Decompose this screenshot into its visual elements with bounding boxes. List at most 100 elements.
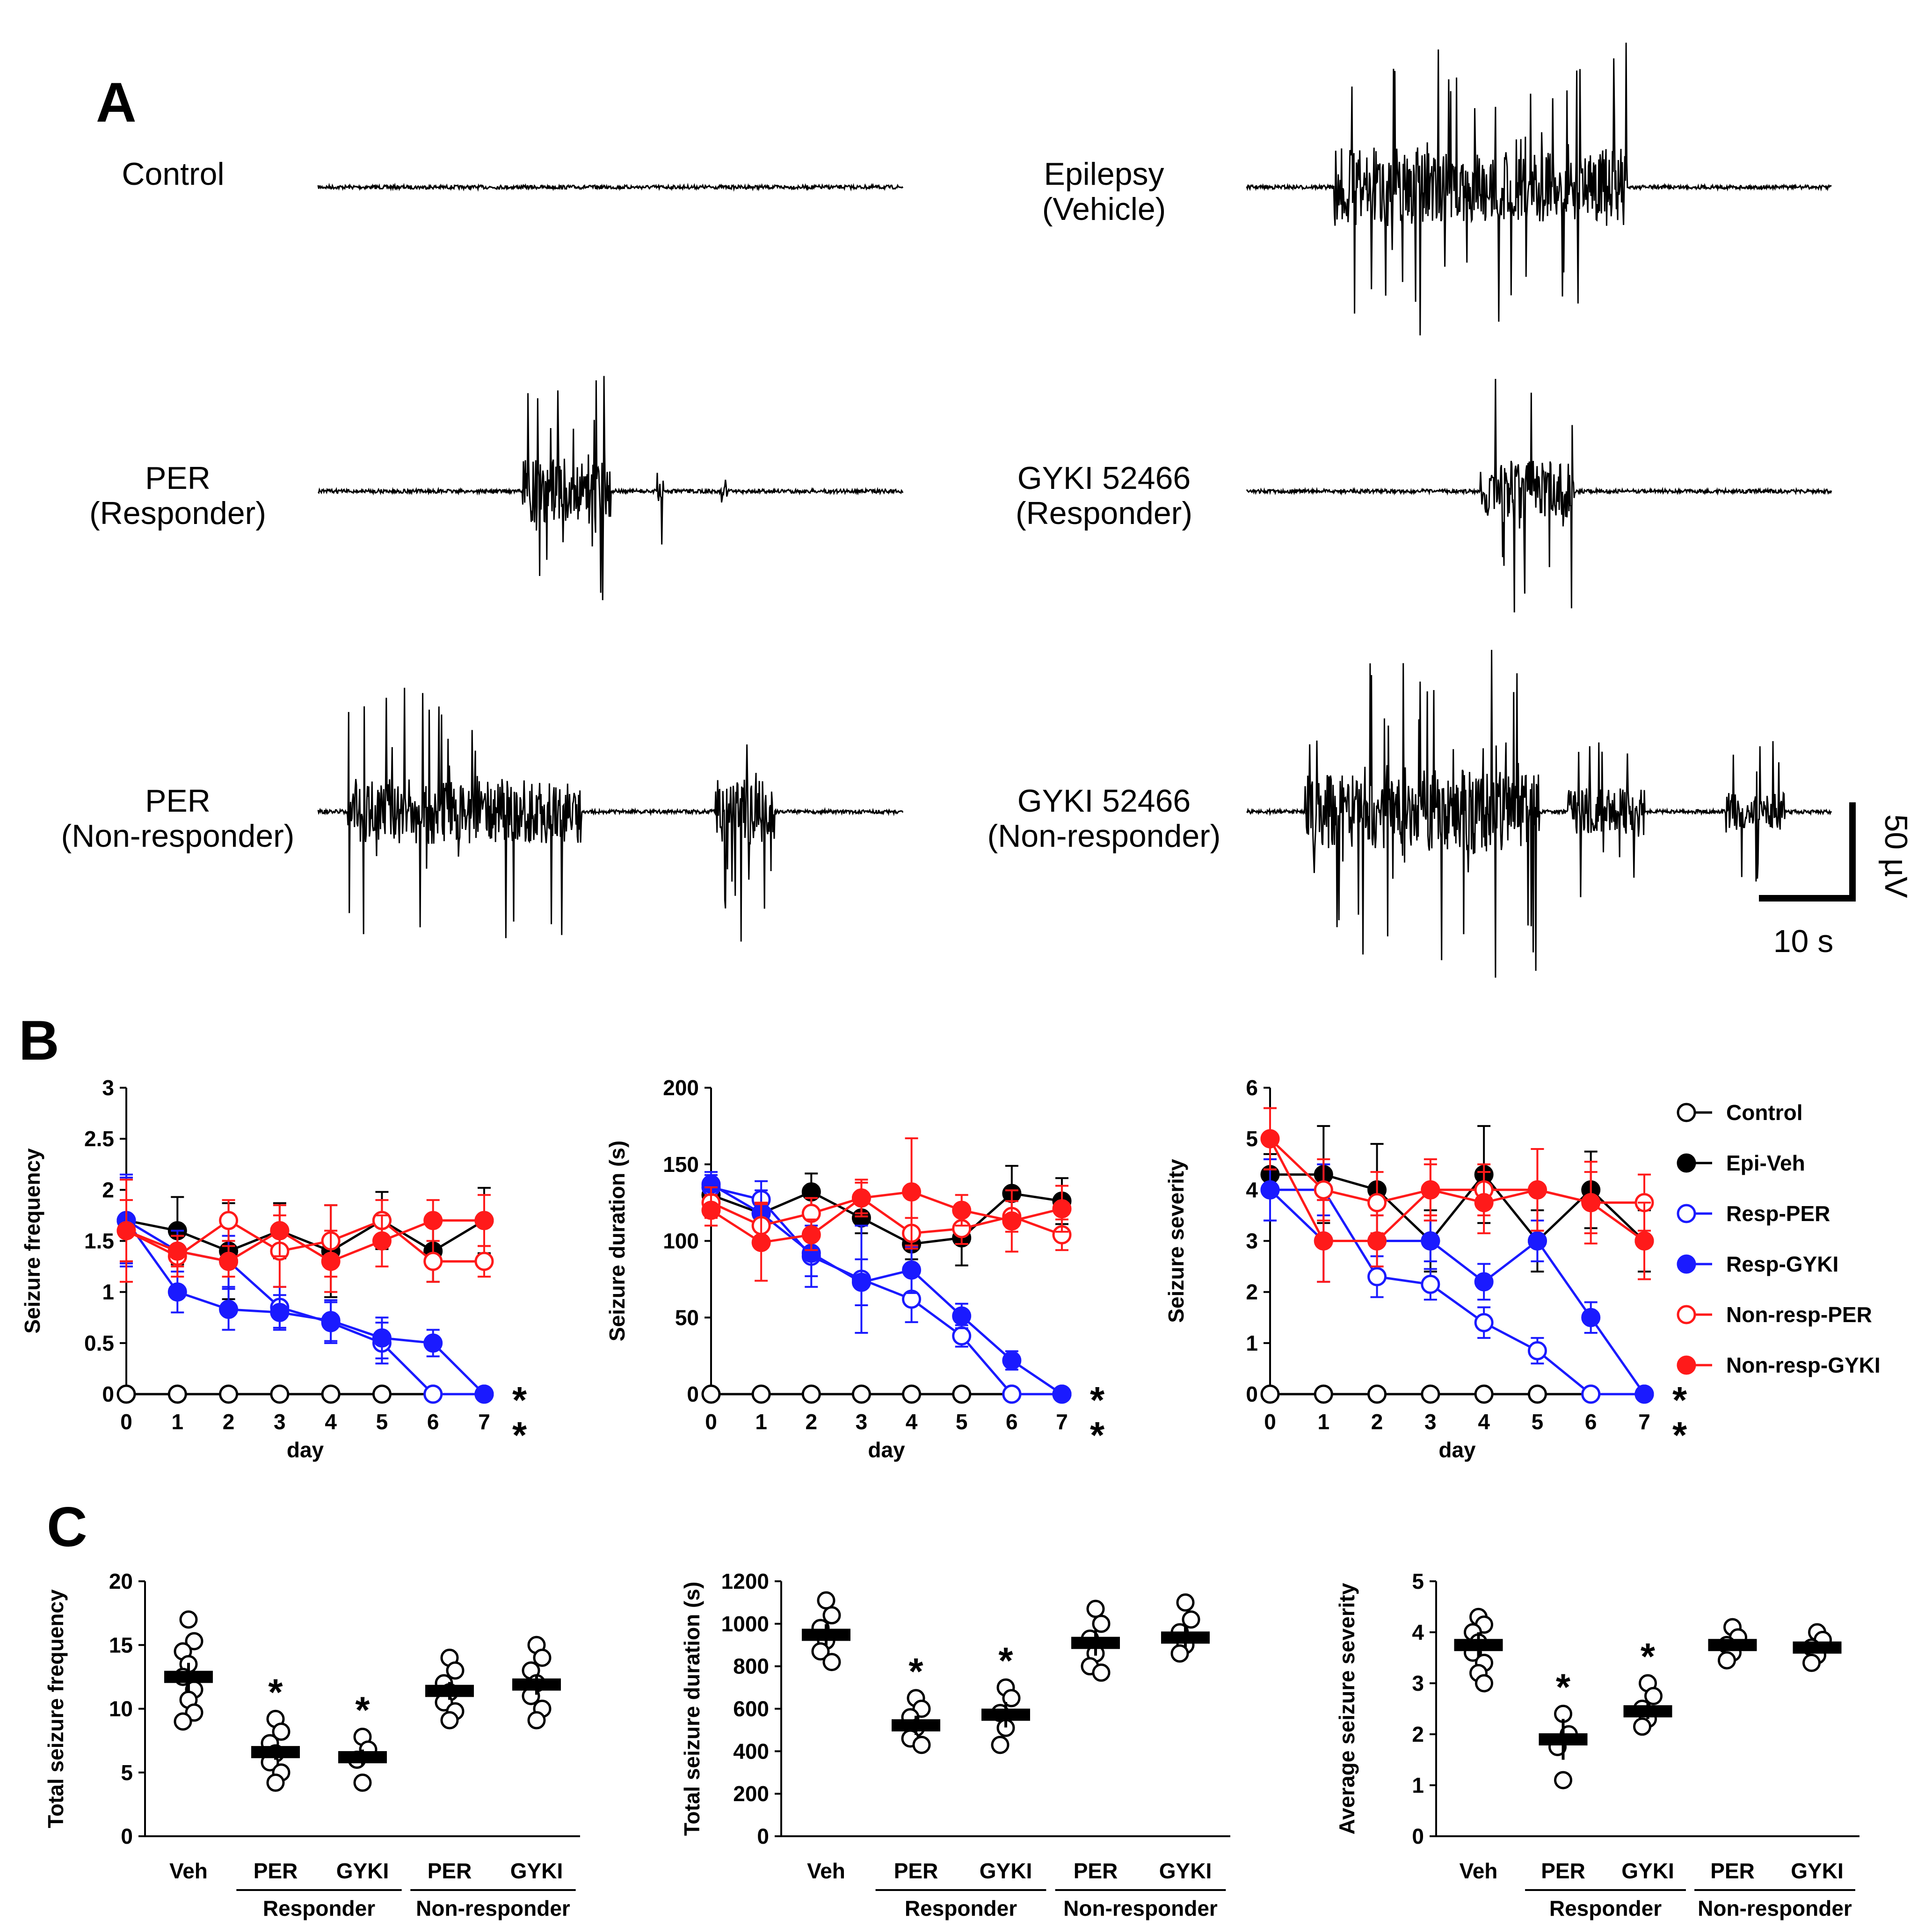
trace-label-line1: GYKI 52466 [1017,783,1191,819]
y-tick-label: 2.5 [84,1127,114,1151]
data-point [1052,1384,1072,1404]
x-tick-label: 6 [427,1410,439,1434]
data-point [423,1333,443,1353]
significance-star: * [1556,1666,1571,1708]
individual-point [1718,1651,1736,1670]
eeg-trace-epilepsy [1246,43,1832,335]
x-tick-label: 4 [325,1410,337,1434]
y-tick-label: 1 [1412,1773,1424,1797]
eeg-trace-gyki-nonresp [1246,650,1832,978]
group-2: * [981,1640,1030,1754]
individual-point [1644,1687,1663,1705]
legend-item-resp-gyki: Resp-GYKI [1677,1252,1838,1276]
y-tick-label: 6 [1246,1076,1258,1100]
group-0 [1454,1607,1503,1693]
group-3 [1071,1600,1120,1682]
legend-label: Resp-PER [1726,1201,1830,1226]
individual-point [822,1606,841,1625]
significance-star: * [908,1651,923,1692]
individual-point [353,1774,372,1792]
significance-star: * [998,1640,1013,1681]
data-point [1002,1351,1022,1370]
group-label: Responder [263,1896,375,1920]
data-point [1474,1193,1494,1213]
x-tick-label: 7 [1056,1410,1068,1434]
data-point [270,1221,290,1241]
individual-point [272,1723,291,1741]
category-label: Veh [807,1859,845,1883]
legend-label: Resp-GYKI [1726,1252,1838,1276]
data-point [1581,1384,1601,1404]
y-tick-label: 0 [1412,1824,1424,1848]
x-tick-label: 6 [1585,1410,1597,1434]
category-label: PER [894,1859,938,1883]
series-non-resp-gyki [116,1178,494,1293]
x-tick-label: 2 [1371,1410,1383,1434]
category-label: PER [1074,1859,1118,1883]
data-point [851,1384,871,1404]
significance-star: * [1090,1379,1105,1421]
individual-point [811,1642,830,1661]
legend-label: Control [1726,1100,1803,1125]
individual-point [527,1711,546,1730]
category-label: PER [428,1859,472,1883]
data-point [1581,1308,1601,1327]
data-point [474,1384,494,1404]
trace-label-line1: PER [145,783,211,819]
group-label: Non-responder [1698,1896,1852,1920]
x-axis-label: day [868,1438,905,1462]
legend-marker [1677,1355,1696,1375]
y-tick-label: 100 [663,1229,699,1253]
y-tick-label: 5 [1412,1569,1424,1593]
y-tick-label: 2 [1246,1280,1258,1304]
series-line [1270,1188,1644,1396]
y-tick-label: 0 [121,1824,133,1848]
data-point [219,1300,239,1319]
mean-bar [1071,1636,1120,1649]
mean-bar [1623,1705,1672,1717]
data-point [1634,1231,1654,1251]
data-point [321,1311,341,1331]
data-point [1314,1384,1333,1404]
significance-star: * [512,1414,527,1456]
y-tick-label: 800 [733,1654,769,1679]
scale-bar-vertical-label: 50 µV [1878,814,1914,898]
data-point [1367,1231,1387,1251]
individual-point [1092,1663,1111,1682]
individual-point [1092,1614,1111,1633]
group-label: Responder [905,1896,1017,1920]
x-tick-label: 0 [705,1410,717,1434]
group-label: Non-responder [416,1896,570,1920]
data-point [1527,1231,1547,1251]
y-tick-label: 200 [663,1076,699,1100]
data-point [372,1231,392,1251]
x-tick-label: 1 [171,1410,183,1434]
legend-item-epi-veh: Epi-Veh [1677,1151,1805,1175]
individual-point [1002,1689,1021,1708]
trace-label-line2: (Non-responder) [988,818,1221,854]
trace-label-line1: GYKI 52466 [1017,460,1191,496]
group-label: Non-responder [1063,1896,1218,1920]
trace-label-line1: Epilepsy [1044,156,1164,192]
x-tick-label: 0 [1264,1410,1276,1434]
data-point [902,1260,922,1280]
y-axis-label: Seizure severity [1164,1159,1188,1323]
individual-point [1170,1644,1189,1663]
series-non-resp-gyki [701,1137,1072,1282]
data-point [1474,1313,1494,1332]
legend-item-resp-per: Resp-PER [1677,1201,1830,1226]
y-tick-label: 0.5 [84,1331,114,1355]
group-0 [802,1591,850,1672]
individual-point [1086,1600,1105,1618]
x-tick-label: 7 [478,1410,490,1434]
y-tick-label: 0 [687,1382,699,1406]
individual-point [533,1649,552,1667]
data-point [1260,1129,1280,1149]
y-tick-label: 0 [102,1382,114,1406]
legend-label: Non-resp-PER [1726,1302,1872,1327]
category-label: GYKI [1621,1859,1674,1883]
trace-label-per-responder: PER (Responder) [89,460,266,531]
data-point [270,1302,290,1322]
mean-bar [1793,1641,1842,1654]
data-point [952,1326,972,1346]
